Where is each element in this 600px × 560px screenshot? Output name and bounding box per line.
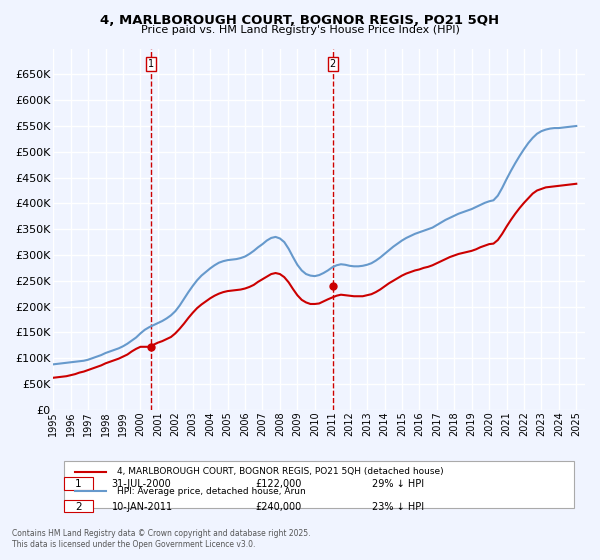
Text: 31-JUL-2000: 31-JUL-2000 [112,479,172,489]
Text: £240,000: £240,000 [256,502,302,512]
Text: Contains HM Land Registry data © Crown copyright and database right 2025.
This d: Contains HM Land Registry data © Crown c… [12,529,311,549]
FancyBboxPatch shape [64,478,93,490]
FancyBboxPatch shape [64,460,574,508]
Text: 4, MARLBOROUGH COURT, BOGNOR REGIS, PO21 5QH: 4, MARLBOROUGH COURT, BOGNOR REGIS, PO21… [100,14,500,27]
Text: 4, MARLBOROUGH COURT, BOGNOR REGIS, PO21 5QH (detached house): 4, MARLBOROUGH COURT, BOGNOR REGIS, PO21… [117,467,444,477]
FancyBboxPatch shape [64,500,93,512]
Text: 1: 1 [148,59,154,69]
Text: 29% ↓ HPI: 29% ↓ HPI [373,479,424,489]
Text: 1: 1 [75,479,82,489]
Text: 23% ↓ HPI: 23% ↓ HPI [373,502,424,512]
Text: HPI: Average price, detached house, Arun: HPI: Average price, detached house, Arun [117,487,306,496]
Text: 2: 2 [75,502,82,512]
Text: Price paid vs. HM Land Registry's House Price Index (HPI): Price paid vs. HM Land Registry's House … [140,25,460,35]
Text: 10-JAN-2011: 10-JAN-2011 [112,502,173,512]
Text: 2: 2 [329,59,336,69]
Text: £122,000: £122,000 [256,479,302,489]
